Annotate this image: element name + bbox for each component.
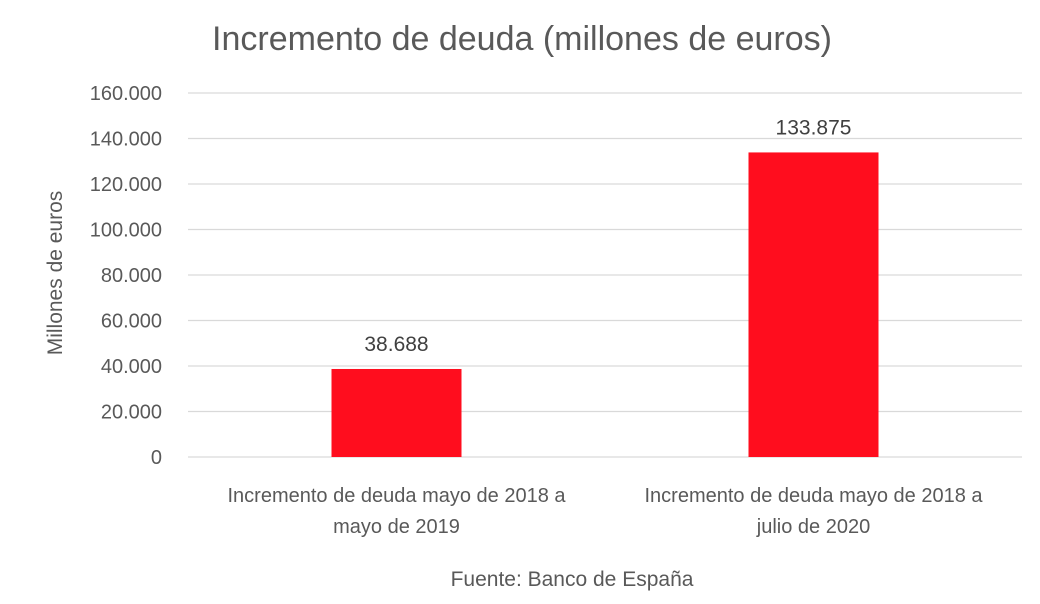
bar [331,368,462,457]
x-category-label: julio de 2020 [756,516,870,538]
chart-title: Incremento de deuda (millones de euros) [212,20,832,58]
x-axis-categories: Incremento de deuda mayo de 2018 a mayo d… [227,485,983,538]
data-labels: 38.688 133.875 [364,116,851,356]
y-axis-ticks: 0 20.000 40.000 60.000 80.000 100.000 120.000 1… [90,83,162,469]
x-category-label: mayo de 2019 [333,516,460,538]
data-label: 38.688 [364,333,428,356]
x-category-label: Incremento de deuda mayo de 2018 a [227,485,566,507]
y-axis-label: Millones de euros [44,191,67,356]
x-category-label: Incremento de deuda mayo de 2018 a [644,485,983,507]
y-tick-label: 120.000 [90,174,162,196]
bar [748,152,879,457]
y-tick-label: 40.000 [101,356,162,378]
gridlines [188,92,1022,458]
y-tick-label: 100.000 [90,220,162,242]
y-tick-label: 160.000 [90,83,162,105]
y-tick-label: 140.000 [90,129,162,151]
y-tick-label: 80.000 [101,265,162,287]
data-label: 133.875 [776,116,852,139]
y-tick-label: 60.000 [101,311,162,333]
bars [331,152,879,457]
y-tick-label: 20.000 [101,402,162,424]
y-tick-label: 0 [151,447,162,469]
chart-source: Fuente: Banco de España [451,568,694,591]
